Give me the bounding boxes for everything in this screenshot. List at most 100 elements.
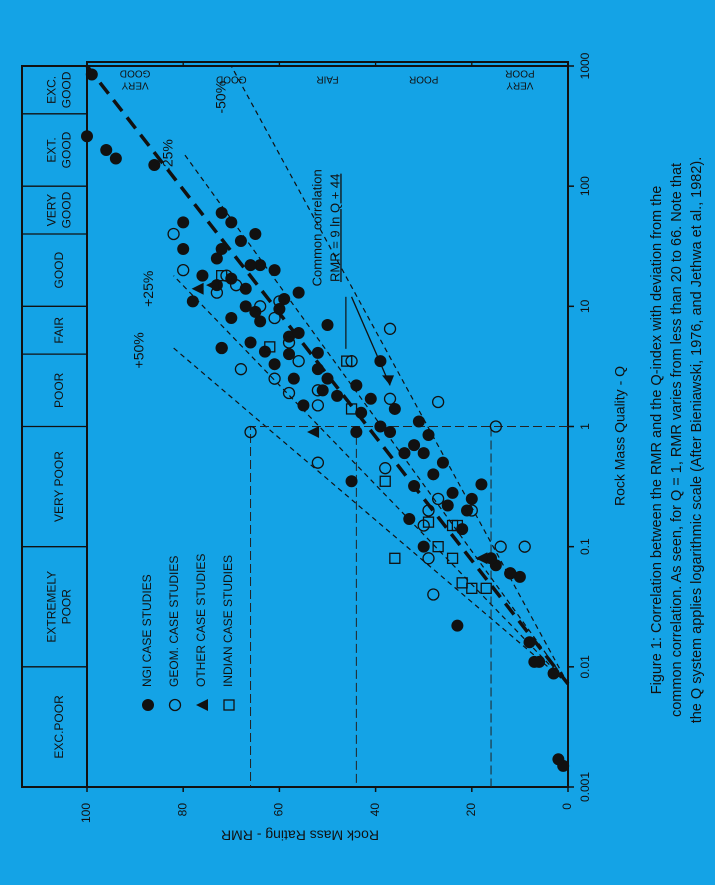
- data-point: [167, 227, 180, 241]
- data-point: [268, 264, 281, 277]
- data-point: [254, 300, 267, 313]
- data-point: [292, 326, 305, 339]
- data-point: [109, 152, 122, 165]
- q-tick-label: 100: [578, 176, 592, 196]
- data-point: [523, 636, 536, 649]
- data-point: [465, 504, 478, 517]
- data-point: [234, 234, 247, 247]
- q-class-label: FAIR: [52, 317, 66, 344]
- q-class-label: EXT.: [45, 137, 59, 162]
- legend-label: INDIAN CASE STUDIES: [221, 555, 235, 687]
- data-point: [225, 311, 238, 324]
- data-point: [350, 425, 363, 438]
- data-point: [311, 363, 324, 376]
- correlation-arrowhead: [382, 375, 395, 386]
- data-point: [268, 311, 281, 325]
- data-point: [316, 384, 329, 397]
- rmr-tick-label: 20: [464, 803, 478, 817]
- rmr-class-label: POOR: [409, 73, 438, 84]
- data-point: [432, 541, 444, 553]
- data-point: [441, 499, 454, 512]
- deviation-label: +50%: [131, 332, 147, 368]
- data-points: [81, 68, 570, 772]
- rmr-class-label: FAIR: [316, 73, 338, 84]
- data-point: [215, 242, 228, 255]
- rmr-class-label: GOOD: [120, 67, 151, 78]
- data-point: [292, 354, 305, 368]
- data-point: [451, 619, 464, 632]
- q-class-label: GOOD: [60, 71, 74, 108]
- data-point: [427, 468, 440, 481]
- data-point: [417, 540, 430, 553]
- data-point: [341, 355, 353, 367]
- correlation-lines: [85, 64, 570, 686]
- legend-marker: [223, 699, 235, 711]
- data-point: [374, 420, 387, 433]
- data-point: [345, 475, 358, 488]
- data-point: [422, 504, 435, 517]
- deviation-line: [182, 152, 569, 685]
- data-point: [431, 395, 445, 409]
- data-point: [307, 425, 320, 438]
- data-point: [513, 570, 526, 583]
- data-point: [388, 402, 401, 415]
- q1-guide-line: [355, 426, 568, 787]
- data-point: [485, 552, 498, 565]
- q-class-label: GOOD: [52, 251, 66, 288]
- data-point: [403, 512, 416, 525]
- rmr-class-label: GOOD: [216, 73, 247, 84]
- data-point: [311, 346, 324, 359]
- data-point: [244, 336, 257, 349]
- data-point: [264, 341, 276, 353]
- data-point: [254, 315, 267, 328]
- data-point: [268, 372, 281, 385]
- data-point: [475, 552, 488, 565]
- data-point: [225, 216, 238, 229]
- q-class-label: GOOD: [60, 191, 74, 228]
- data-point: [475, 478, 488, 491]
- data-point: [383, 322, 397, 335]
- data-point: [177, 264, 190, 277]
- data-point: [191, 282, 204, 295]
- data-point: [528, 655, 541, 668]
- data-point: [254, 259, 267, 272]
- correlation-label: Common correlation: [309, 169, 324, 286]
- data-point: [412, 415, 425, 428]
- data-point: [552, 753, 565, 766]
- chart-labels: 0.001 0.01 0.1 1 10 100 1000 0 20 40 60 80 100 Rock M…: [79, 52, 628, 843]
- data-point: [244, 425, 257, 439]
- q-tick-label: 10: [578, 299, 592, 313]
- data-point: [355, 406, 368, 419]
- data-point: [81, 130, 93, 143]
- data-point: [292, 286, 305, 299]
- data-point: [186, 295, 199, 308]
- q-tick-label: 0.001: [578, 772, 592, 802]
- data-point: [273, 295, 286, 308]
- q-class-label: VERY POOR: [52, 451, 66, 522]
- data-point: [417, 447, 430, 460]
- q-tick-label: 1: [578, 423, 592, 430]
- deviation-label: -25%: [159, 139, 175, 172]
- data-point: [297, 399, 310, 412]
- data-point: [504, 567, 517, 580]
- data-point: [431, 492, 445, 505]
- data-point: [85, 68, 98, 81]
- q-class-label: EXC.POOR: [52, 695, 66, 759]
- data-point: [422, 552, 435, 565]
- caption-line: Figure 1: Correlation between the RMR an…: [649, 186, 665, 695]
- data-point: [177, 216, 190, 229]
- legend-marker: [142, 699, 154, 711]
- data-point: [216, 270, 228, 282]
- data-point: [331, 389, 344, 402]
- data-point: [321, 372, 334, 385]
- data-point: [239, 300, 252, 313]
- data-point: [518, 540, 531, 553]
- q-class-label: POOR: [52, 372, 66, 408]
- legend-label: NGI CASE STUDIES: [140, 574, 154, 687]
- rmr-class-label: POOR: [505, 67, 534, 78]
- data-point: [249, 305, 262, 318]
- figure-caption: Figure 1: Correlation between the RMR an…: [649, 157, 705, 724]
- data-point: [494, 540, 507, 553]
- data-point: [446, 519, 459, 532]
